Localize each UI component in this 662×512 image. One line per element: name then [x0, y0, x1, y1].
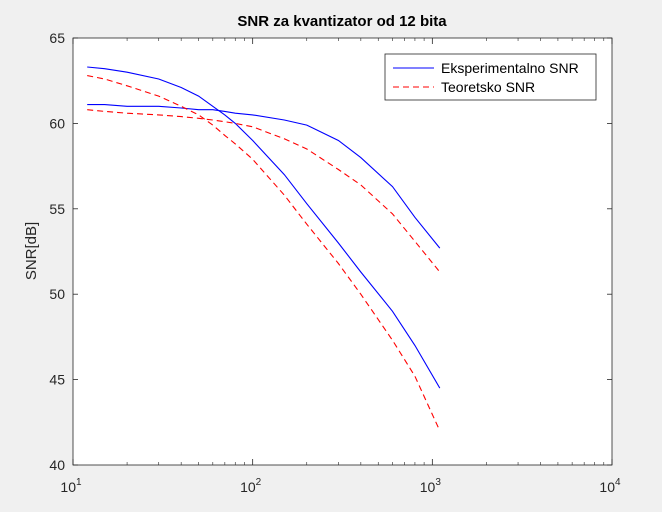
series-line-1 — [87, 66, 441, 389]
y-tick-label: 60 — [49, 115, 65, 131]
legend-label: Teoretsko SNR — [441, 79, 535, 95]
series-line-4 — [87, 109, 441, 273]
x-tick-label-base: 10 — [599, 479, 615, 495]
x-tick-label-base: 10 — [420, 479, 436, 495]
series-layer — [87, 66, 441, 432]
x-tick-label-exponent: 2 — [256, 477, 262, 488]
x-tick-label-exponent: 4 — [615, 477, 621, 488]
y-tick-label: 55 — [49, 201, 65, 217]
series-line-3 — [87, 75, 441, 432]
x-tick-label-exponent: 1 — [76, 477, 82, 488]
plot-area — [73, 38, 612, 465]
y-tick-label: 45 — [49, 372, 65, 388]
legend: Eksperimentalno SNR Teoretsko SNR — [384, 53, 597, 101]
legend-box — [384, 53, 597, 101]
y-tick-label: 40 — [49, 457, 65, 473]
y-tick-label: 65 — [49, 30, 65, 46]
axes-box — [72, 37, 613, 466]
legend-label: Eksperimentalno SNR — [441, 60, 579, 76]
x-tick-label-exponent: 3 — [435, 477, 441, 488]
x-tick-label: 101 — [60, 477, 82, 495]
x-tick-label: 102 — [240, 477, 262, 495]
x-tick-label: 103 — [420, 477, 442, 495]
x-tick-label-base: 10 — [240, 479, 256, 495]
series-line-2 — [87, 104, 441, 249]
y-axis-label: SNR[dB] — [23, 222, 40, 280]
x-tick-label-base: 10 — [60, 479, 76, 495]
x-tick-label: 104 — [599, 477, 621, 495]
y-tick-label: 50 — [49, 286, 65, 302]
chart-title: SNR za kvantizator od 12 bita — [237, 13, 447, 30]
